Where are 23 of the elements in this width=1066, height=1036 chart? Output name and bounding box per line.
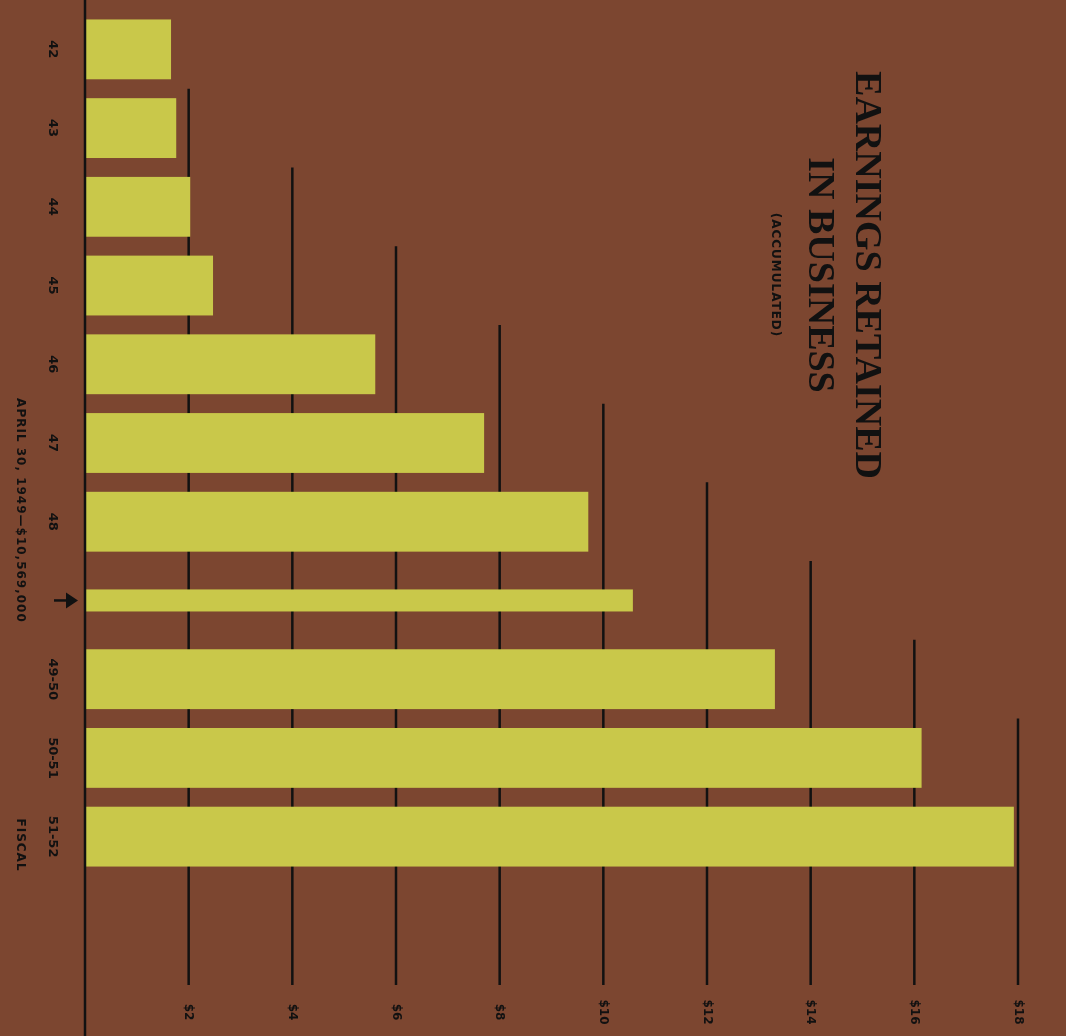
x-tick-label: $16 (907, 999, 922, 1025)
y-tick-label: 46 (45, 355, 61, 374)
y-tick-label: 49-50 (45, 658, 61, 700)
y-tick-label: 43 (45, 119, 61, 138)
x-tick-label: $4 (285, 1003, 300, 1021)
x-tick-label: $14 (804, 999, 819, 1025)
x-tick-label: $10 (596, 999, 611, 1025)
y-axis-title: FISCAL (13, 818, 28, 872)
y-tick-label: 48 (45, 512, 61, 531)
text: APRIL 30, 1949—$10,569,000 (13, 398, 28, 623)
x-tick-label: $18 (1011, 999, 1026, 1025)
y-tick-label: 50-51 (45, 737, 61, 779)
x-tick-label: $6 (389, 1003, 404, 1021)
y-tick-label: 47 (45, 433, 61, 453)
x-tick-label: $2 (182, 1003, 197, 1021)
y-tick-label: 45 (45, 276, 61, 295)
text: (ACCUMULATED) (768, 212, 783, 338)
y-tick-label: 42 (45, 40, 61, 59)
text: EARNINGS RETAINED IN BUSINESS (801, 71, 891, 479)
x-tick-label: $8 (493, 1003, 508, 1021)
y-tick-label: 44 (45, 197, 61, 216)
x-tick-label: $12 (700, 999, 715, 1025)
y-tick-label: 51-52 (45, 815, 61, 858)
